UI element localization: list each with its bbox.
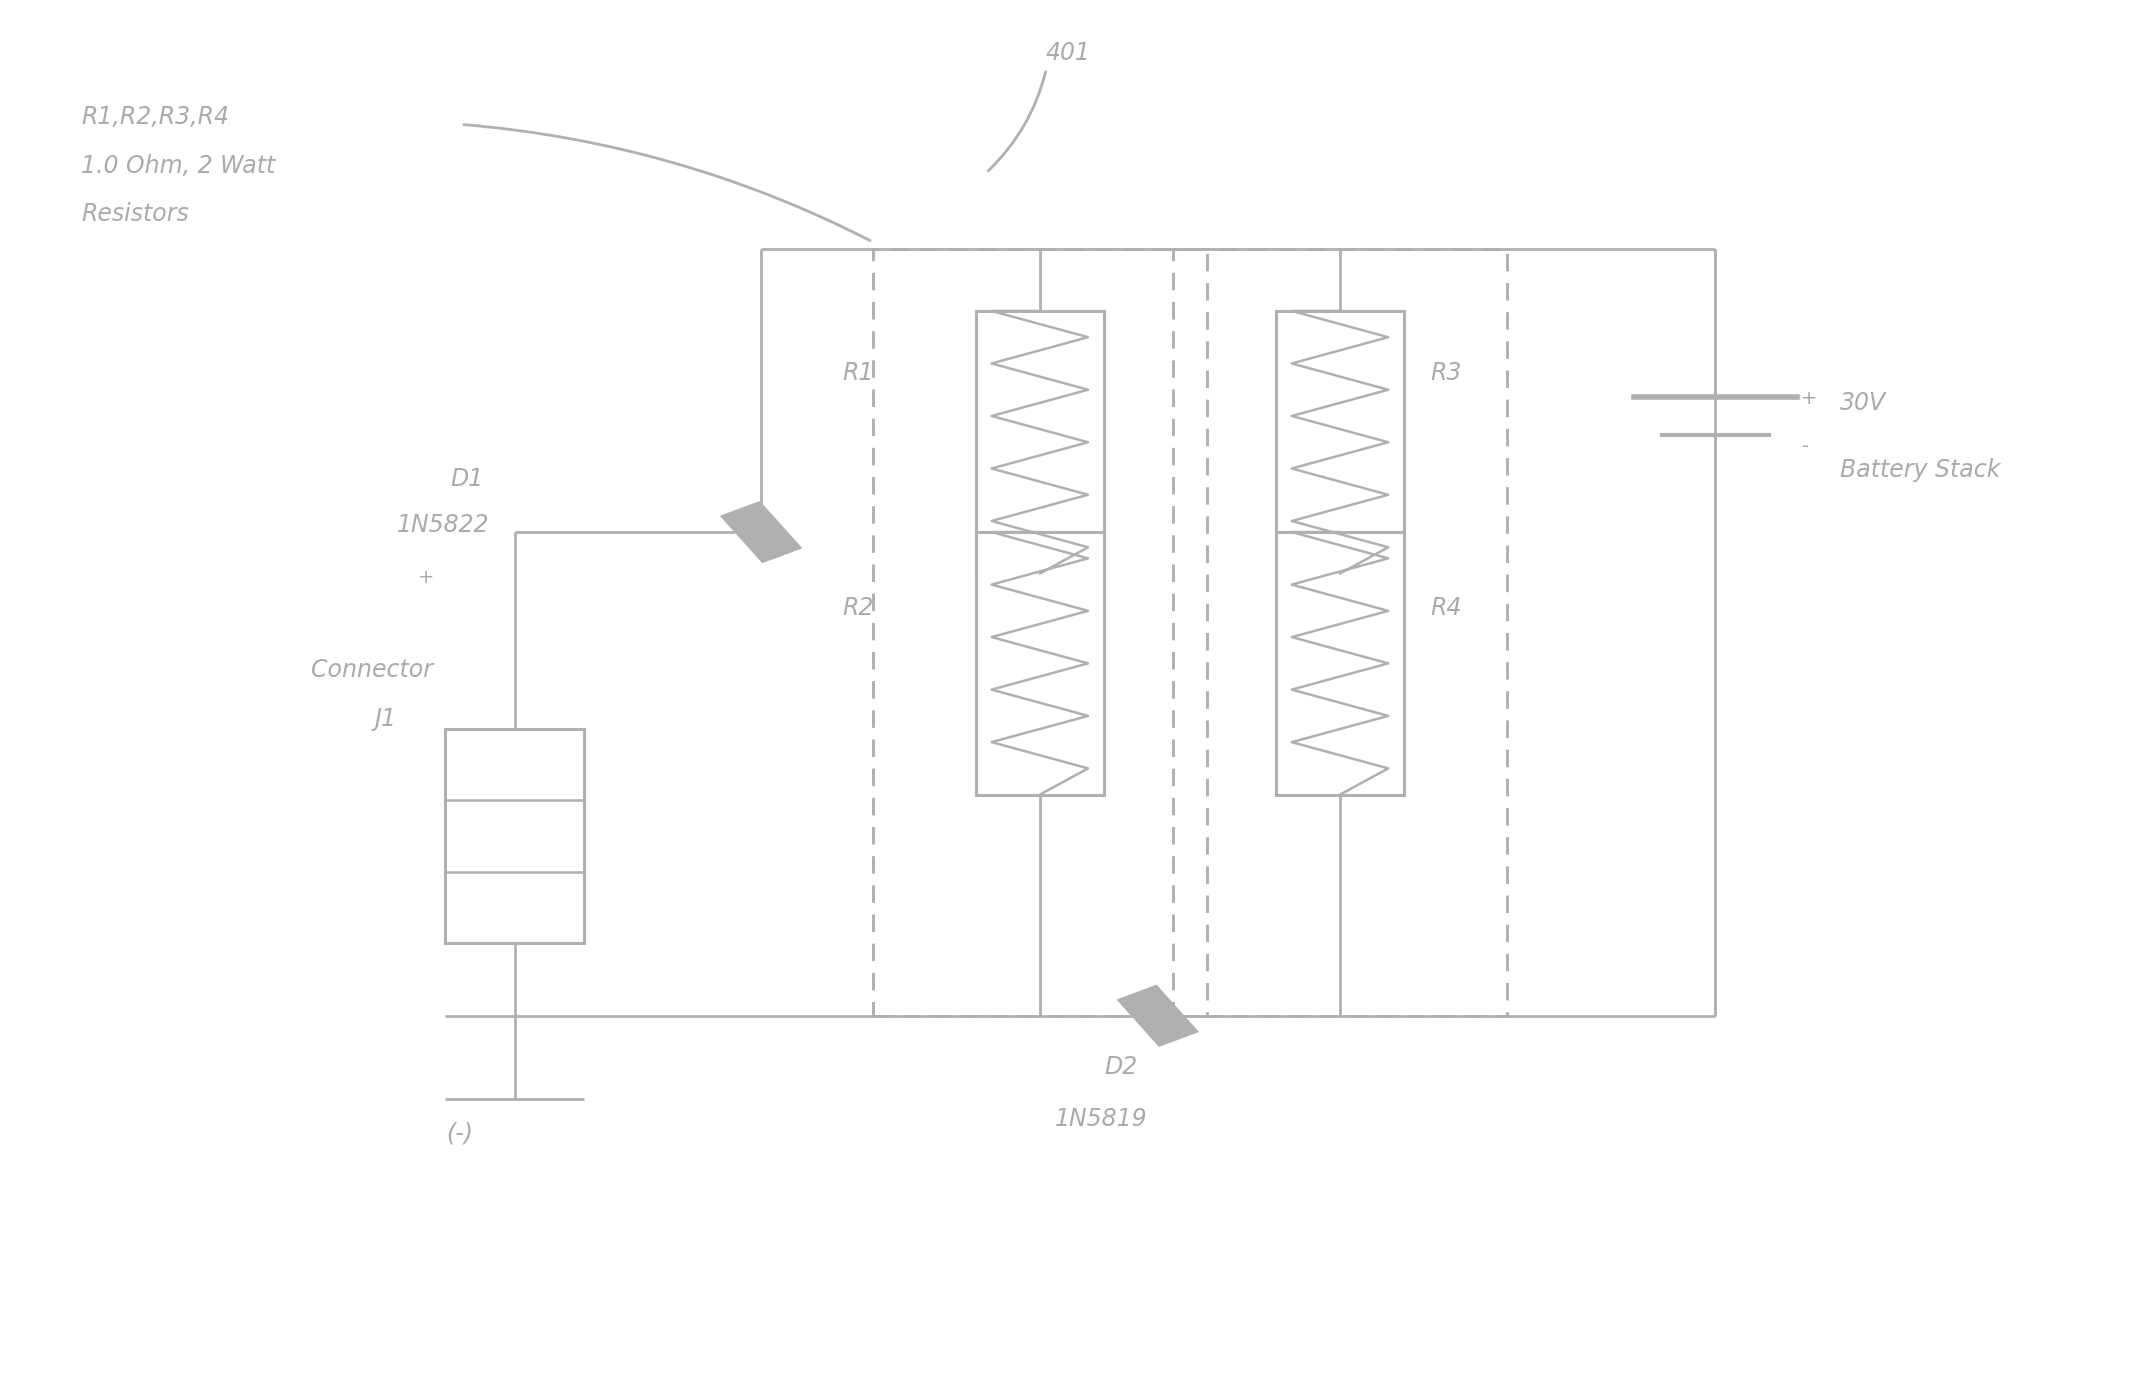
Text: -: - — [1801, 437, 1807, 456]
Bar — [976, 311, 1104, 574]
Bar — [446, 730, 583, 943]
Text: J1: J1 — [375, 706, 397, 731]
Text: D1: D1 — [450, 467, 485, 492]
Text: Connector: Connector — [311, 658, 433, 683]
Bar — [1276, 532, 1404, 795]
Text: 1.0 Ohm, 2 Watt: 1.0 Ohm, 2 Watt — [81, 153, 277, 178]
Text: 401: 401 — [1046, 40, 1089, 65]
Bar — [1276, 311, 1404, 574]
Bar — [720, 500, 802, 564]
Text: +: + — [1801, 388, 1818, 408]
Text: R1: R1 — [843, 361, 875, 386]
Bar — [1117, 984, 1198, 1048]
Text: R1,R2,R3,R4: R1,R2,R3,R4 — [81, 105, 229, 130]
Text: R2: R2 — [843, 596, 875, 621]
Text: Resistors: Resistors — [81, 202, 189, 227]
Text: R4: R4 — [1430, 596, 1462, 621]
Bar — [976, 532, 1104, 795]
Text: D2: D2 — [1104, 1054, 1138, 1079]
Text: 30V: 30V — [1840, 391, 1887, 416]
Bar — [873, 249, 1207, 1016]
Bar — [1173, 249, 1507, 1016]
Text: (-): (-) — [446, 1121, 474, 1146]
Text: Battery Stack: Battery Stack — [1840, 457, 2000, 482]
Text: R3: R3 — [1430, 361, 1462, 386]
Text: 1N5819: 1N5819 — [1055, 1107, 1147, 1132]
Text: 1N5822: 1N5822 — [397, 513, 489, 538]
Text: +: + — [418, 568, 435, 587]
